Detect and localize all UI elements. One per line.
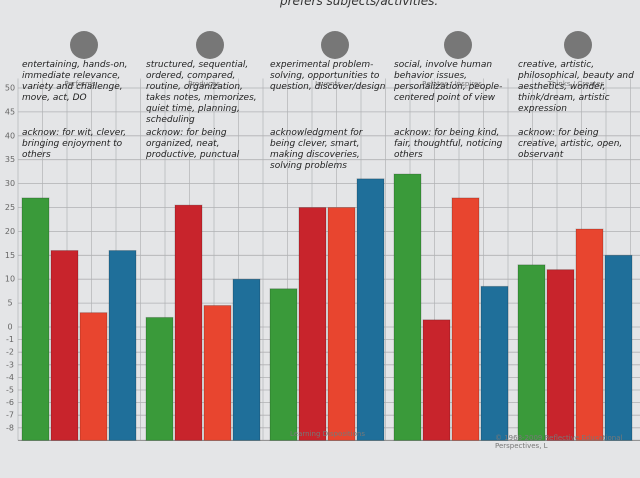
y-tick-label: 30: [5, 179, 15, 188]
category-label: Relates / Inspires: [422, 80, 482, 88]
y-tick-label: 0: [7, 323, 12, 332]
bar: [356, 178, 385, 441]
y-tick-label: 45: [5, 107, 15, 116]
bar: [145, 316, 174, 441]
annotation: acknowledgment for being clever, smart, …: [270, 128, 363, 171]
y-tick-label: -5: [6, 386, 14, 395]
bar: [604, 254, 633, 441]
annotation: acknow: for wit, clever, bringing enjoym…: [22, 128, 127, 160]
category-label: Performs: [64, 80, 96, 88]
y-tick-label: 15: [5, 251, 15, 260]
y-tick-label: -7: [6, 411, 14, 420]
icon: [564, 31, 592, 59]
y-tick-label: 35: [5, 155, 15, 164]
bar: [79, 312, 108, 441]
y-tick-label: 10: [5, 275, 15, 284]
y-tick-label: -8: [6, 423, 14, 432]
y-tick-label: -2: [6, 348, 14, 357]
category-label: Invents: [315, 80, 341, 88]
bar: [393, 173, 422, 441]
bar: [422, 319, 451, 441]
annotation: acknow: for being organized, neat, produ…: [146, 128, 240, 160]
icon: [321, 31, 349, 59]
bar: [575, 228, 604, 441]
annotation: entertaining, hands-on, immediate releva…: [22, 60, 128, 103]
annotation: acknow: for being creative, artistic, op…: [518, 128, 623, 160]
bar: [451, 197, 480, 441]
y-tick-label: 25: [5, 203, 15, 212]
category-label: Produces: [188, 80, 220, 88]
bar: [232, 278, 261, 441]
annotation: experimental problem-solving, opportunit…: [270, 60, 386, 92]
y-tick-label: 50: [5, 84, 15, 93]
bar: [269, 288, 298, 441]
y-tick-label: 5: [7, 299, 12, 308]
category-label: Thinks / Creates: [547, 80, 605, 88]
bar: [517, 264, 546, 441]
footer: Learning Dispositions: [290, 430, 365, 438]
bar: [108, 250, 137, 441]
bar: [174, 204, 203, 441]
y-tick-label: 20: [5, 227, 15, 236]
y-tick-label: -1: [6, 335, 14, 344]
annotation: social, involve human behavior issues, p…: [394, 60, 503, 103]
annotation: creative, artistic, philosophical, beaut…: [518, 60, 634, 114]
bar: [21, 197, 50, 441]
bar: [327, 207, 356, 441]
y-tick-label: -4: [6, 373, 14, 382]
bar: [480, 285, 509, 441]
icon: [70, 31, 98, 59]
bar: [50, 250, 79, 441]
annotation: acknow: for being kind, fair, thoughtful…: [394, 128, 503, 160]
y-tick-label: -3: [6, 360, 14, 369]
icon: [444, 31, 472, 59]
icon: [196, 31, 224, 59]
y-tick-label: -6: [6, 398, 14, 407]
bar: [203, 304, 232, 441]
bar: [546, 269, 575, 441]
annotation: structured, sequential, ordered, compare…: [146, 60, 257, 125]
bar: [298, 207, 327, 441]
icons: [70, 31, 592, 59]
y-tick-label: 40: [5, 131, 15, 140]
copyright: © 1968-2009 Reflective Educational Persp…: [495, 434, 623, 450]
page-title: prefers subjects/activities.: [280, 0, 439, 8]
